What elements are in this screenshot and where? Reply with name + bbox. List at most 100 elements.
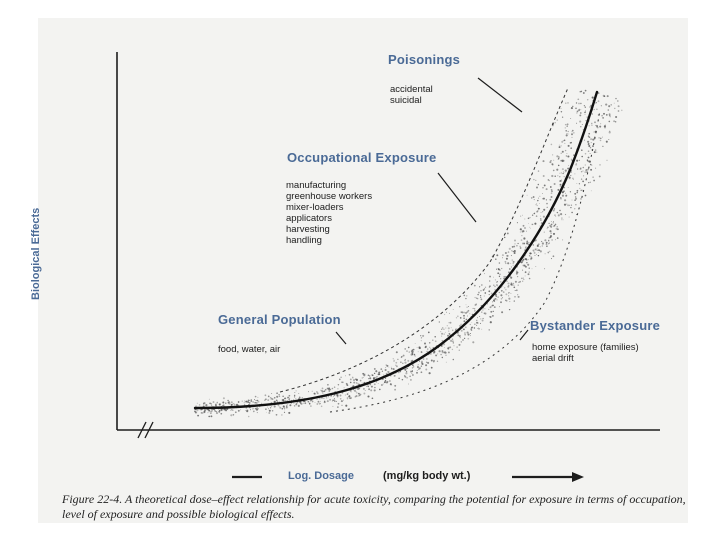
stipple-dot (412, 351, 414, 353)
stipple-dot (380, 383, 383, 387)
stipple-dot (501, 311, 504, 314)
stipple-dot (536, 247, 538, 249)
stipple-dot (488, 308, 490, 310)
stipple-dot (550, 192, 553, 195)
stipple-dot (293, 405, 296, 407)
stipple-dot (335, 400, 337, 402)
stipple-dot (556, 168, 559, 171)
stipple-dot (467, 309, 470, 312)
stipple-dot (269, 398, 271, 400)
stipple-dot (330, 395, 332, 398)
stipple-dot (477, 322, 479, 324)
stipple-dot (208, 409, 211, 412)
stipple-dot (488, 290, 491, 293)
stipple-dot (561, 140, 564, 143)
stipple-dot (270, 397, 273, 399)
stipple-dot (304, 402, 307, 405)
stipple-dot (448, 312, 450, 314)
stipple-dot (298, 396, 301, 399)
stipple-dot (288, 411, 291, 414)
stipple-dot (548, 180, 550, 182)
stipple-dot (549, 250, 551, 253)
stipple-dot (221, 405, 223, 407)
stipple-dot (323, 397, 325, 399)
stipple-dot (578, 159, 581, 162)
stipple-dot (320, 402, 321, 404)
stipple-dot (510, 265, 512, 267)
stipple-dot (414, 343, 416, 345)
stipple-dot (404, 359, 406, 361)
stipple-dot (558, 156, 560, 158)
stipple-dot (216, 401, 218, 404)
stipple-dot (564, 127, 566, 129)
stipple-dot (449, 334, 451, 336)
stipple-dot (397, 358, 399, 361)
stipple-dot (267, 399, 270, 401)
stipple-dot (563, 139, 566, 142)
stipple-dot (592, 138, 595, 141)
stipple-dot (568, 176, 571, 179)
stipple-dot (585, 169, 588, 171)
stipple-dot (458, 343, 461, 346)
stipple-dot (317, 400, 320, 403)
stipple-dot (406, 367, 409, 370)
stipple-dot (561, 217, 563, 219)
stipple-dot (369, 377, 372, 380)
stipple-dot (601, 114, 603, 117)
stipple-dot (579, 112, 582, 114)
stipple-dot (350, 391, 352, 393)
stipple-dot (584, 164, 586, 166)
stipple-dot (547, 226, 549, 229)
stipple-dot (265, 411, 267, 413)
stipple-dot (570, 147, 572, 149)
stipple-dot (558, 146, 561, 149)
stipple-dot (390, 375, 392, 377)
stipple-dot (346, 384, 349, 386)
stipple-dot (202, 412, 204, 414)
stipple-dot (579, 91, 581, 93)
stipple-dot (591, 122, 593, 125)
stipple-dot (508, 292, 510, 293)
stipple-dot (548, 243, 550, 245)
stipple-dot (603, 112, 605, 115)
stipple-dot (233, 404, 236, 406)
stipple-dot (354, 396, 356, 398)
stipple-dot (605, 103, 608, 106)
stipple-dot (283, 407, 286, 409)
stipple-dot (281, 407, 284, 410)
stipple-dot (373, 372, 376, 375)
stipple-dot (535, 265, 537, 267)
stipple-dot (463, 337, 466, 340)
stipple-dot (483, 295, 485, 297)
stipple-dot (500, 301, 502, 304)
stipple-dot (539, 250, 542, 253)
stipple-dot (276, 395, 279, 398)
stipple-dot (307, 401, 310, 403)
stipple-dot (490, 310, 493, 313)
stipple-dot (332, 405, 334, 407)
stipple-dot (542, 160, 545, 163)
stipple-dot (550, 188, 553, 191)
stipple-dot (342, 399, 345, 401)
stipple-dot (553, 183, 556, 185)
stipple-dot (440, 345, 443, 347)
stipple-dot (590, 190, 592, 192)
stipple-dot (241, 400, 243, 402)
stipple-dot (587, 143, 590, 145)
stipple-dot (574, 208, 576, 210)
stipple-dot (606, 159, 608, 161)
stipple-dot (530, 228, 532, 229)
stipple-dot (272, 398, 274, 400)
stipple-dot (482, 309, 484, 311)
stipple-dot (502, 285, 504, 287)
stipple-dot (284, 409, 286, 411)
stipple-dot (519, 231, 521, 233)
stipple-dot (466, 306, 468, 308)
stipple-dot (416, 369, 418, 371)
stipple-dot (200, 409, 202, 411)
stipple-dot (368, 377, 370, 380)
stipple-dot (550, 232, 552, 234)
stipple-dot (495, 295, 498, 298)
stipple-dot (427, 348, 429, 350)
stipple-dot (505, 257, 508, 260)
